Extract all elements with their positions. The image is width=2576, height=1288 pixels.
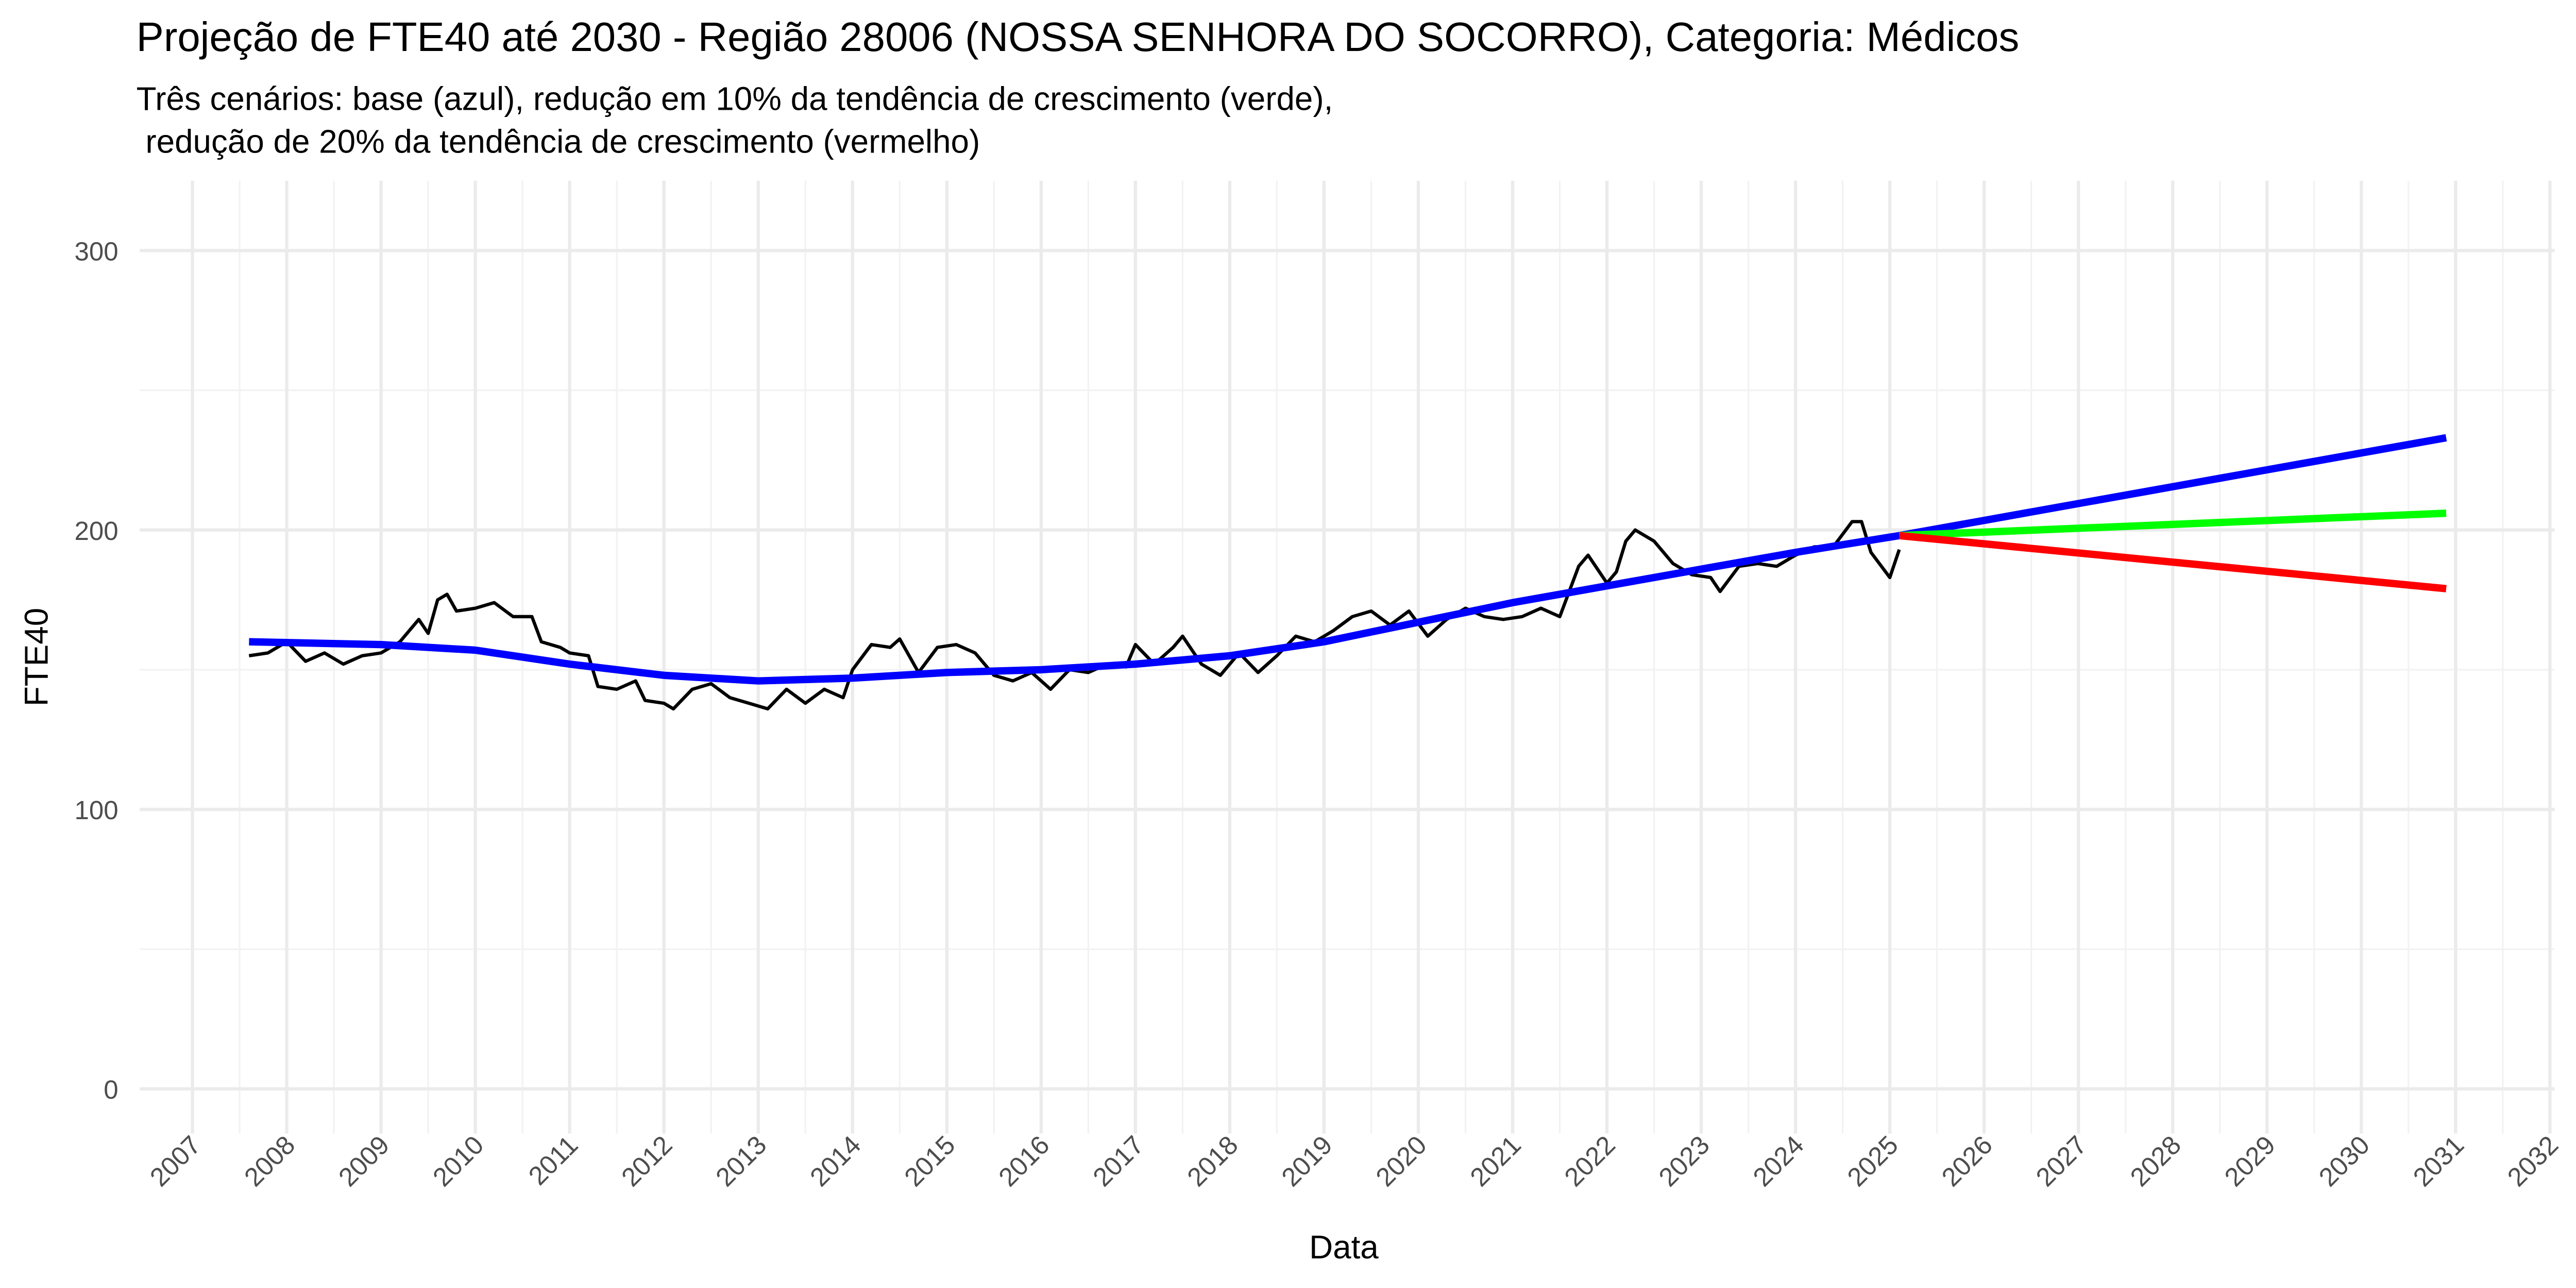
data-line <box>1899 510 2447 539</box>
y-tick-label: 200 <box>74 516 118 546</box>
chart-subtitle: redução de 20% da tendência de crescimen… <box>137 123 980 160</box>
plot-area <box>248 434 2447 711</box>
data-line <box>1899 532 2447 592</box>
y-tick-label: 100 <box>74 795 118 825</box>
y-axis-label: FTE40 <box>18 608 55 706</box>
chart-title: Projeção de FTE40 até 2030 - Região 2800… <box>137 14 2020 60</box>
y-tick-label: 0 <box>104 1075 118 1105</box>
data-line <box>249 434 2447 685</box>
x-axis-label: Data <box>1309 1229 1379 1266</box>
grid <box>140 180 2555 1134</box>
y-tick-label: 300 <box>74 236 118 266</box>
chart-subtitle: Três cenários: base (azul), redução em 1… <box>137 80 1333 117</box>
